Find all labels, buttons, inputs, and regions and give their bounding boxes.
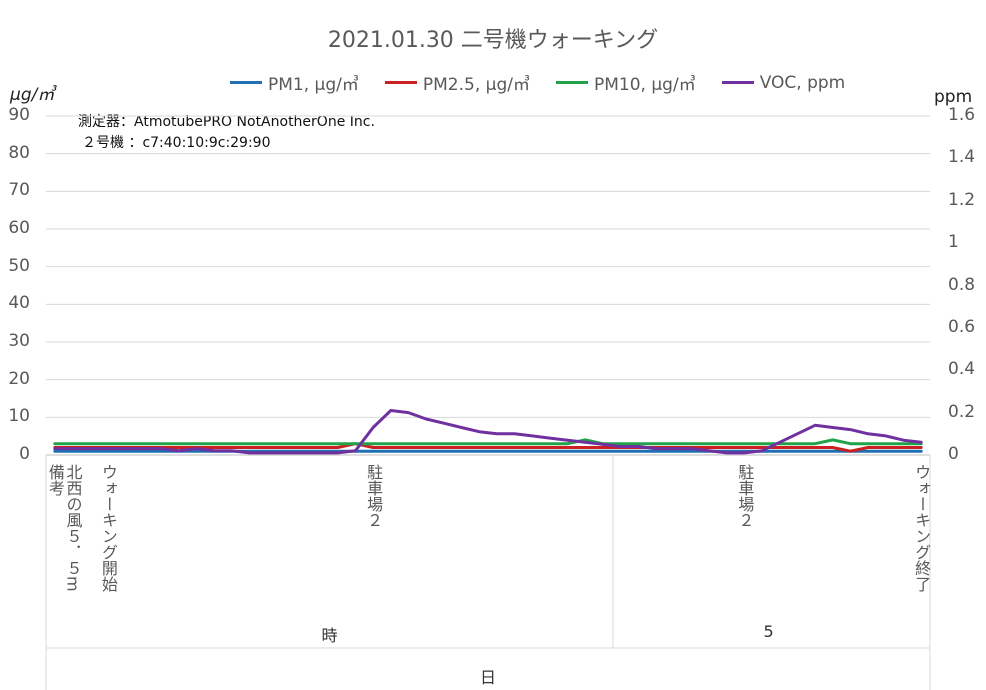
y-tick-left: 0 — [19, 444, 30, 464]
legend-label-pm25: PM2.5, μg/㎥ — [422, 75, 530, 95]
category-label: ウォーキング終了 — [912, 464, 932, 592]
y-tick-right: 0.4 — [948, 359, 976, 380]
category-day-label: 日 — [480, 668, 497, 687]
y-axis-left-unit: μg/㎥ — [10, 85, 55, 105]
y-tick-left: 30 — [8, 331, 30, 351]
category-label: 駐車場２ — [735, 464, 755, 528]
note-line-device: 測定器：AtmotubePRO NotAnotherOne Inc. — [78, 114, 375, 130]
y-tick-left: 70 — [8, 180, 30, 201]
category-label: ウォーキング開始 — [98, 464, 118, 592]
legend-item-pm25: PM2.5, μg/㎥ — [384, 70, 530, 95]
legend-item-pm10: PM10, μg/㎥ — [556, 70, 696, 95]
y-tick-left: 10 — [8, 406, 30, 427]
series-line-3 — [53, 409, 923, 455]
category-label: 備考 — [45, 464, 65, 496]
y-tick-right: 0.8 — [948, 274, 976, 295]
y-tick-left: 90 — [8, 105, 30, 125]
measurement-note: 測定器：AtmotubePRO NotAnotherOne Inc. ２号機 ：… — [78, 112, 375, 154]
y-tick-left: 80 — [8, 142, 30, 163]
y-tick-right: 1 — [948, 232, 959, 253]
y-axis-right-unit: ppm — [934, 87, 973, 107]
y-tick-left: 40 — [8, 293, 30, 314]
category-label: 北西の風５．５m — [63, 464, 83, 592]
legend-swatch-pm25 — [384, 81, 417, 84]
y-tick-right: 1.2 — [948, 189, 976, 210]
y-tick-left: 50 — [8, 255, 30, 276]
y-tick-right: 0.2 — [948, 401, 976, 422]
legend-item-voc: VOC, ppm — [721, 70, 846, 95]
y-tick-right: 0 — [948, 444, 959, 464]
category-group-label: 5 — [763, 622, 774, 641]
y-tick-left: 20 — [8, 368, 30, 389]
category-group-label: 時 — [321, 626, 338, 645]
legend-item-pm1: PM1, μg/㎥ — [230, 70, 359, 95]
legend-label-pm10: PM10, μg/㎥ — [594, 75, 696, 95]
chart-legend: PM1, μg/㎥ PM2.5, μg/㎥ PM10, μg/㎥ VOC, pp… — [230, 70, 845, 95]
y-tick-right: 1.6 — [948, 105, 976, 125]
series-line-2 — [53, 438, 923, 446]
category-label: 駐車場２ — [364, 464, 384, 528]
legend-swatch-voc — [721, 81, 754, 84]
y-tick-right: 1.4 — [948, 147, 976, 168]
chart-title: 2021.01.30 二号機ウォーキング — [327, 28, 659, 53]
legend-label-voc: VOC, ppm — [759, 72, 846, 93]
legend-swatch-pm1 — [230, 81, 262, 84]
y-tick-right: 0.6 — [948, 316, 976, 337]
note-line-unit-id: ２号機 ：c7:40:10:9c:29:90 — [82, 135, 271, 151]
legend-swatch-pm10 — [556, 81, 588, 84]
legend-label-pm1: PM1, μg/㎥ — [268, 75, 359, 95]
y-tick-left: 60 — [8, 218, 30, 238]
